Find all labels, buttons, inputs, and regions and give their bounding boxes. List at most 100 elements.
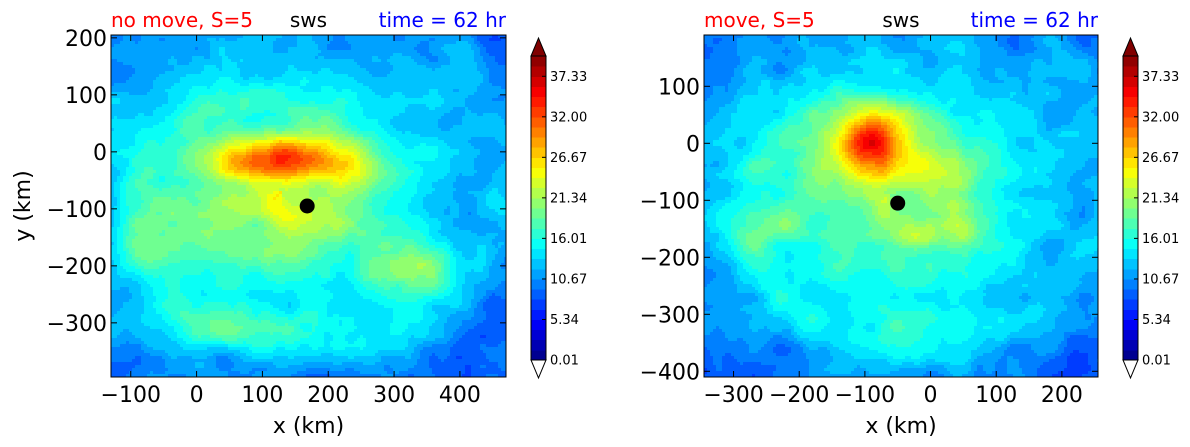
colorbar-level bbox=[1123, 228, 1138, 239]
y-tick-label: 0 bbox=[93, 141, 107, 166]
colorbar-tick-label: 37.33 bbox=[550, 70, 587, 85]
colorbar-level bbox=[531, 278, 546, 290]
colorbar-tick-label: 16.01 bbox=[550, 232, 587, 247]
colorbar-level bbox=[1123, 208, 1138, 219]
y-tick-label: −300 bbox=[47, 312, 107, 337]
x-tick-label: 400 bbox=[439, 383, 481, 408]
y-tick-label: −200 bbox=[47, 255, 107, 280]
chart-panel-2: −300 −200 −100 0 100 2001000−100−200−300−400x… bbox=[640, 8, 1180, 439]
colorbar-tick-label: 26.67 bbox=[550, 151, 587, 166]
x-tick-label: −300 bbox=[703, 383, 763, 408]
colorbar: 0.01 5.34 10.67 16.01 21.34 26.67 32.00 37.33 bbox=[1122, 36, 1179, 380]
colorbar-level bbox=[1123, 126, 1138, 138]
colorbar-level bbox=[1123, 96, 1138, 108]
colorbar-tick-label: 26.67 bbox=[1142, 151, 1179, 166]
colorbar-tick-label: 5.34 bbox=[550, 313, 579, 328]
colorbar-level bbox=[1123, 86, 1138, 98]
y-tick-label: −300 bbox=[640, 303, 700, 328]
y-tick-label: 0 bbox=[686, 132, 700, 157]
colorbar-level bbox=[531, 268, 546, 280]
storm-center-marker bbox=[890, 195, 906, 211]
colorbar-extend-min bbox=[1122, 359, 1139, 380]
y-tick-label: 200 bbox=[65, 27, 107, 52]
y-axis-label: y (km) bbox=[11, 170, 36, 241]
colorbar-extend-max bbox=[530, 36, 547, 57]
colorbar-level bbox=[531, 208, 546, 219]
colorbar-level bbox=[1123, 339, 1138, 351]
colorbar-frame bbox=[530, 55, 547, 361]
colorbar-level bbox=[531, 106, 546, 118]
colorbar-level bbox=[531, 126, 546, 138]
colorbar-level bbox=[531, 96, 546, 108]
y-tick-label: −400 bbox=[640, 360, 700, 385]
colorbar-level bbox=[531, 187, 546, 199]
colorbar-frame bbox=[1122, 55, 1139, 361]
colorbar-level bbox=[1123, 157, 1138, 168]
colorbar-level bbox=[1123, 238, 1138, 250]
colorbar-level bbox=[531, 339, 546, 351]
colorbar-level bbox=[1123, 167, 1138, 179]
colorbar-level bbox=[531, 329, 546, 341]
colorbar-level bbox=[1123, 187, 1138, 199]
colorbar-level bbox=[531, 147, 546, 158]
x-tick-label: −100 bbox=[835, 383, 895, 408]
colorbar-extend-min bbox=[530, 359, 547, 380]
colorbar-level bbox=[1123, 106, 1138, 118]
colorbar-level bbox=[531, 157, 546, 168]
colorbar-level bbox=[1123, 137, 1138, 148]
colorbar-tick-label: 32.00 bbox=[1142, 110, 1179, 125]
x-axis-label: x (km) bbox=[865, 414, 936, 439]
colorbar-level bbox=[531, 66, 546, 77]
colorbar-tick-label: 21.34 bbox=[1142, 191, 1179, 206]
colorbar-level bbox=[1123, 258, 1138, 270]
colorbar-tick-label: 32.00 bbox=[550, 110, 587, 125]
colorbar-tick-label: 37.33 bbox=[1142, 70, 1179, 85]
x-tick-label: 300 bbox=[373, 383, 415, 408]
contour-field bbox=[704, 35, 1098, 377]
colorbar-level bbox=[531, 137, 546, 148]
colorbar-level bbox=[531, 289, 546, 300]
colorbar-level bbox=[1123, 218, 1138, 229]
title-right: time = 62 hr bbox=[971, 8, 1099, 32]
title-right: time = 62 hr bbox=[379, 8, 507, 32]
y-tick-label: 100 bbox=[65, 84, 107, 109]
colorbar-level bbox=[1123, 177, 1138, 189]
colorbar-level bbox=[531, 238, 546, 250]
contour-field bbox=[111, 35, 506, 377]
colorbar-tick-label: 5.34 bbox=[1142, 313, 1171, 328]
colorbar-level bbox=[1123, 278, 1138, 290]
colorbar-tick-label: 10.67 bbox=[1142, 272, 1179, 287]
colorbar-level bbox=[531, 86, 546, 98]
y-tick-label: −200 bbox=[640, 246, 700, 271]
colorbar-tick-label: 10.67 bbox=[550, 272, 587, 287]
colorbar: 0.01 5.34 10.67 16.01 21.34 26.67 32.00 37.33 bbox=[530, 36, 587, 380]
x-tick-label: −100 bbox=[101, 383, 161, 408]
colorbar-level bbox=[531, 56, 546, 67]
colorbar-level bbox=[531, 319, 546, 331]
colorbar-level bbox=[1123, 329, 1138, 341]
colorbar-tick-label: 0.01 bbox=[1142, 354, 1171, 369]
title-left: no move, S=5 bbox=[111, 8, 253, 32]
colorbar-level bbox=[1123, 299, 1138, 310]
colorbar-level bbox=[531, 218, 546, 229]
x-axis-label: x (km) bbox=[273, 414, 344, 439]
colorbar-level bbox=[531, 167, 546, 179]
colorbar-level bbox=[1123, 197, 1138, 209]
colorbar-level bbox=[531, 76, 546, 87]
colorbar-level bbox=[1123, 309, 1138, 320]
colorbar-level bbox=[1123, 289, 1138, 300]
colorbar-extend-max bbox=[1122, 36, 1139, 57]
title-center: sws bbox=[882, 8, 919, 32]
x-tick-label: 0 bbox=[924, 383, 938, 408]
colorbar-level bbox=[531, 299, 546, 310]
y-tick-label: −100 bbox=[640, 189, 700, 214]
colorbar-tick-label: 16.01 bbox=[1142, 232, 1179, 247]
chart-panel-1: −100 0 100 200 300 400 200 100 0 −100 −200 −300 x (k… bbox=[11, 8, 587, 439]
axes-frame bbox=[703, 34, 1099, 378]
colorbar-level bbox=[1123, 248, 1138, 260]
colorbar-level bbox=[1123, 268, 1138, 280]
colorbar-level bbox=[1123, 319, 1138, 331]
x-tick-label: −200 bbox=[769, 383, 829, 408]
colorbar-level bbox=[531, 197, 546, 209]
